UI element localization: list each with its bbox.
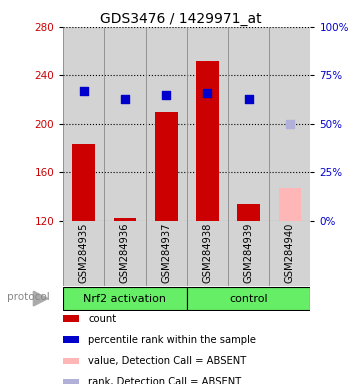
Text: percentile rank within the sample: percentile rank within the sample (88, 335, 256, 345)
Point (246, 96, 252, 102)
Bar (269, 27, 310, 221)
Bar (187, 27, 228, 221)
Text: value, Detection Call = ABSENT: value, Detection Call = ABSENT (88, 356, 247, 366)
Bar (228, 221, 269, 286)
Bar (73, 144, 95, 221)
Bar (145, 221, 187, 286)
Text: GSM284938: GSM284938 (203, 223, 212, 283)
FancyBboxPatch shape (63, 287, 187, 310)
Bar (269, 221, 310, 286)
Bar (228, 27, 269, 221)
Bar (104, 221, 145, 286)
Text: GSM284936: GSM284936 (120, 223, 130, 283)
Bar (187, 221, 228, 286)
Point (163, 92, 169, 98)
Polygon shape (33, 291, 48, 306)
Text: GSM284940: GSM284940 (285, 223, 295, 283)
Text: GSM284939: GSM284939 (244, 223, 254, 283)
Text: rank, Detection Call = ABSENT: rank, Detection Call = ABSENT (88, 377, 242, 384)
Point (287, 121, 293, 127)
Bar (104, 27, 145, 221)
Point (81, 88, 87, 94)
Bar (155, 112, 178, 221)
Text: GDS3476 / 1429971_at: GDS3476 / 1429971_at (100, 12, 261, 25)
Point (205, 90, 210, 96)
Bar (114, 218, 136, 221)
Bar (196, 61, 219, 221)
Bar (63, 27, 104, 221)
Text: count: count (88, 314, 117, 324)
FancyBboxPatch shape (187, 287, 310, 310)
Bar (63, 221, 104, 286)
Point (122, 96, 128, 102)
Text: GSM284937: GSM284937 (161, 223, 171, 283)
Text: Nrf2 activation: Nrf2 activation (83, 293, 166, 304)
Bar (145, 27, 187, 221)
Text: GSM284935: GSM284935 (79, 223, 89, 283)
Bar (279, 188, 301, 221)
Bar (237, 204, 260, 221)
Text: protocol: protocol (7, 291, 50, 302)
Text: control: control (229, 293, 268, 304)
